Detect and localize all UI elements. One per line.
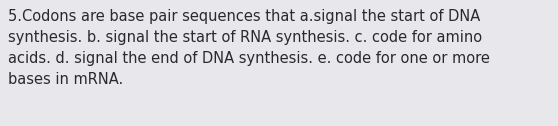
Text: 5.Codons are base pair sequences that a.signal the start of DNA
synthesis. b. si: 5.Codons are base pair sequences that a.… bbox=[8, 9, 490, 87]
